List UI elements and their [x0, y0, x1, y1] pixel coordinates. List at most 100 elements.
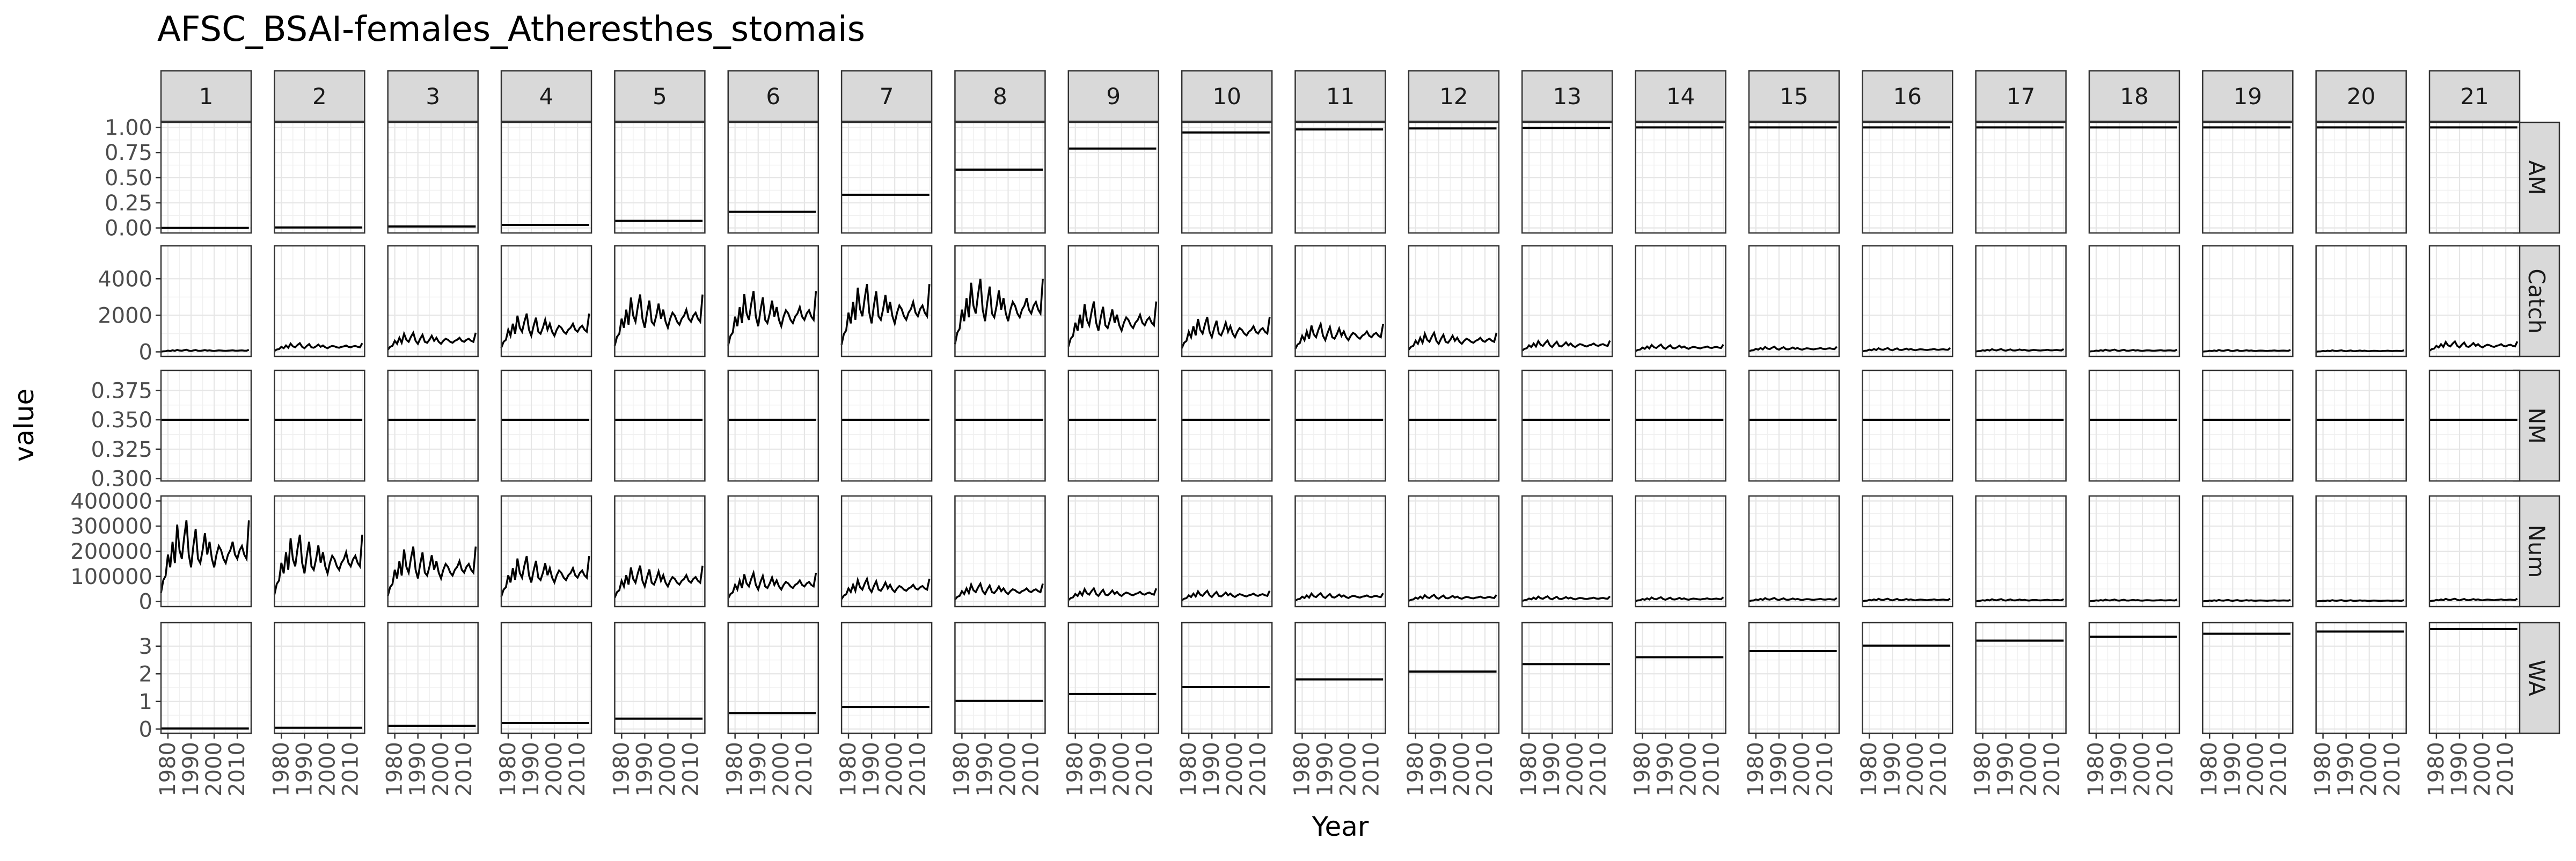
panel-border [1521, 369, 1613, 482]
panel-bg [955, 623, 1045, 733]
data-line-Num-17 [1975, 598, 2065, 602]
x-tick-label: 1980 [1744, 742, 1768, 797]
y-tick-label: 0.00 [105, 216, 152, 241]
x-tick-label: 1990 [292, 742, 317, 797]
y-tick-label: 1 [139, 690, 152, 714]
panel-bg [614, 370, 705, 481]
data-line-Catch-16 [1862, 347, 1951, 353]
x-tick-label: 1980 [383, 742, 407, 797]
y-tick-label: 4000 [98, 267, 152, 291]
panel-border [160, 369, 252, 482]
x-tick-label: 1990 [1994, 742, 2018, 797]
panel-border [500, 369, 592, 482]
panel-bg [2429, 246, 2520, 356]
panel-border [1408, 121, 1500, 234]
panel-border [500, 622, 592, 734]
panel-bg [1748, 370, 1839, 481]
panel-bg [1522, 370, 1613, 481]
data-line-Num-10 [1181, 589, 1271, 601]
data-line-Catch-19 [2202, 349, 2291, 353]
panel-bg [1635, 246, 1726, 356]
data-line-Num-8 [954, 581, 1044, 601]
x-tick-label: 2010 [565, 742, 590, 797]
facet-strip-col-8 [954, 70, 1046, 122]
data-line-Num-11 [1294, 592, 1384, 602]
x-axis-label: Year [1312, 811, 1369, 842]
x-tick-label: 1990 [859, 742, 884, 797]
x-tick-label: 1990 [746, 742, 771, 797]
x-tick-label: 2000 [1903, 742, 1928, 797]
x-tick-label: 1990 [519, 742, 544, 797]
x-tick-label: 1980 [1857, 742, 1882, 797]
panel-border [1067, 622, 1160, 734]
facet-strip-col-13 [1521, 70, 1613, 122]
panel-bg [387, 370, 478, 481]
x-tick-label: 2000 [1336, 742, 1361, 797]
facet-strip-label: AM [2523, 160, 2550, 195]
facet-strip-row-NM [2513, 369, 2560, 482]
y-tick-label: 100000 [70, 565, 152, 589]
panel-bg [1068, 623, 1159, 733]
x-tick-label: 2010 [339, 742, 363, 797]
panel-bg [2202, 370, 2293, 481]
panel-border [727, 121, 819, 234]
facet-strip-col-11 [1294, 70, 1386, 122]
panel-border [1294, 245, 1386, 357]
panel-border [1862, 495, 1953, 608]
panel-bg [841, 370, 932, 481]
y-tick-label: 200000 [70, 539, 152, 564]
panel-border [614, 369, 706, 482]
panel-bg [1182, 623, 1272, 733]
y-tick-label: 2000 [98, 303, 152, 328]
panel-border [1181, 245, 1273, 357]
x-tick-label: 2000 [1109, 742, 1134, 797]
x-tick-label: 1980 [1176, 742, 1201, 797]
facet-strip-label: 13 [1553, 83, 1581, 110]
panel-bg [1182, 370, 1272, 481]
panel-border [1067, 121, 1160, 234]
data-line-Catch-10 [1181, 317, 1271, 349]
panel-border [1635, 495, 1726, 608]
panel-border [1408, 369, 1500, 482]
x-tick-label: 2010 [1019, 742, 1044, 797]
panel-border [840, 495, 933, 608]
panel-border [954, 369, 1046, 482]
y-tick-label: 1.00 [105, 115, 152, 140]
x-tick-label: 1980 [949, 742, 974, 797]
x-tick-label: 2010 [792, 742, 817, 797]
panel-border [500, 245, 592, 357]
panel-border [2202, 495, 2294, 608]
facet-strip-col-19 [2202, 70, 2294, 122]
x-tick-label: 1990 [2220, 742, 2245, 797]
facet-strip-col-20 [2315, 70, 2407, 122]
x-tick-label: 1980 [723, 742, 748, 797]
facet-strip-col-14 [1635, 70, 1726, 122]
y-tick-label: 0 [139, 340, 152, 364]
panel-border [1408, 245, 1500, 357]
data-line-Catch-18 [2089, 348, 2178, 353]
panel-border [2088, 622, 2180, 734]
facet-strip-row-Catch [2513, 245, 2560, 357]
chart-title: AFSC_BSAI-females_Atheresthes_stomais [157, 10, 865, 49]
facet-strip-label: 15 [1780, 83, 1808, 110]
panel-bg [728, 370, 818, 481]
x-tick-label: 1980 [2424, 742, 2449, 797]
panel-bg [2089, 246, 2179, 356]
panel-border [1635, 121, 1726, 234]
data-line-Num-3 [387, 546, 477, 596]
x-tick-label: 1990 [632, 742, 657, 797]
x-tick-label: 1990 [1540, 742, 1564, 797]
facet-strip-col-3 [387, 70, 479, 122]
panel-bg [501, 370, 592, 481]
panel-bg [1862, 370, 1953, 481]
facet-strip-label: 5 [653, 83, 667, 110]
facet-strip-col-18 [2088, 70, 2180, 122]
panel-border [1067, 245, 1160, 357]
x-tick-label: 1990 [1199, 742, 1224, 797]
panel-border [387, 622, 479, 734]
panel-bg [1635, 370, 1726, 481]
facet-strip-label: Num [2523, 525, 2550, 578]
panel-border [1521, 622, 1613, 734]
facet-strip-col-10 [1181, 70, 1273, 122]
